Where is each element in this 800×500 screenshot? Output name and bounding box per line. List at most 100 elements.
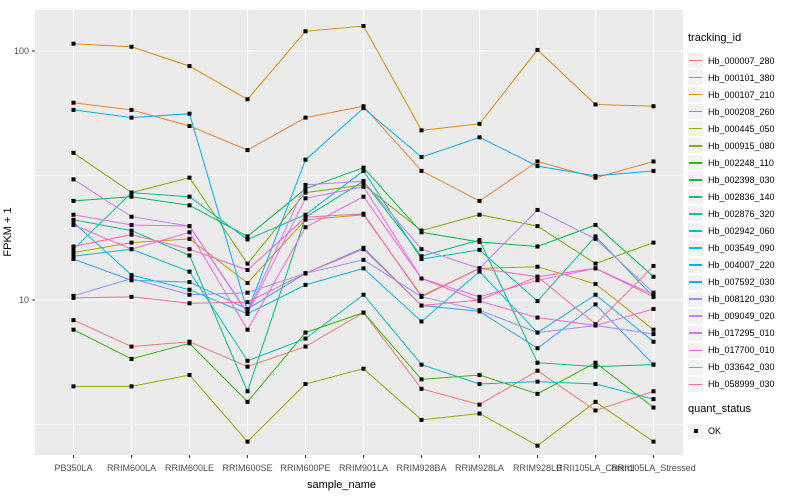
- data-point: [187, 111, 192, 116]
- legend-item-Hb_002248_110: Hb_002248_110: [688, 154, 800, 171]
- quant-status-item-OK: OK: [688, 423, 800, 440]
- data-point: [303, 29, 308, 34]
- data-point: [651, 292, 656, 297]
- data-point: [187, 236, 192, 241]
- data-point: [303, 196, 308, 201]
- legend-key-swatch: [688, 87, 703, 103]
- legend-item-Hb_008120_030: Hb_008120_030: [688, 291, 800, 308]
- data-point: [303, 212, 308, 217]
- x-tick-label: RRIM928LB: [513, 463, 562, 473]
- data-points: [71, 24, 656, 448]
- data-point: [245, 307, 250, 312]
- legend-item-Hb_009049_020: Hb_009049_020: [688, 308, 800, 325]
- data-point: [303, 190, 308, 195]
- data-point: [651, 240, 656, 245]
- data-point: [361, 266, 366, 271]
- data-point: [303, 182, 308, 187]
- data-point: [361, 257, 366, 262]
- data-point: [651, 104, 656, 109]
- legend-key-swatch: [688, 53, 703, 69]
- quant-status-legend-items: OK: [688, 423, 800, 440]
- data-point: [535, 224, 540, 229]
- data-point: [187, 247, 192, 252]
- data-point: [245, 267, 250, 272]
- quant-status-label: OK: [708, 426, 722, 437]
- data-point: [477, 121, 482, 126]
- data-point: [71, 220, 76, 225]
- x-tick-label: RRII105LA_Stressed: [611, 463, 696, 473]
- data-point: [71, 295, 76, 300]
- data-point: [593, 266, 598, 271]
- data-point: [361, 165, 366, 170]
- data-point: [477, 308, 482, 313]
- legend-panel: tracking_id Hb_000007_280 Hb_000101_380 Hb…: [688, 32, 800, 440]
- data-point: [651, 389, 656, 394]
- data-point: [651, 439, 656, 444]
- data-point: [71, 150, 76, 155]
- data-point: [187, 280, 192, 285]
- data-point: [71, 198, 76, 203]
- data-point: [419, 377, 424, 382]
- data-point: [593, 234, 598, 239]
- legend-key-swatch: [688, 172, 703, 188]
- legend-item-Hb_017295_010: Hb_017295_010: [688, 325, 800, 342]
- data-point: [245, 234, 250, 239]
- data-point: [419, 247, 424, 252]
- data-point: [129, 356, 134, 361]
- data-point: [361, 106, 366, 111]
- data-point: [71, 223, 76, 228]
- legend-key-swatch: [688, 138, 703, 154]
- data-point: [129, 247, 134, 252]
- data-point: [651, 294, 656, 299]
- data-point: [361, 366, 366, 371]
- data-point: [477, 381, 482, 386]
- data-point: [71, 244, 76, 249]
- data-point: [187, 230, 192, 235]
- data-point: [651, 327, 656, 332]
- legend-item-label: Hb_004007_220: [708, 260, 775, 271]
- data-point: [651, 397, 656, 402]
- data-point: [477, 247, 482, 252]
- data-point: [535, 274, 540, 279]
- legend-title-tracking-id: tracking_id: [688, 32, 742, 44]
- legend-item-Hb_000915_080: Hb_000915_080: [688, 137, 800, 154]
- data-point: [535, 207, 540, 212]
- data-point: [651, 290, 656, 295]
- legend-item-label: Hb_000915_080: [708, 140, 775, 151]
- x-axis-tick-labels: PB350LA RRIM600LA RRIM600LE RRIM600SE RRIM60…: [54, 463, 695, 473]
- x-axis-title: sample_name: [306, 479, 377, 491]
- legend-key-swatch: [688, 376, 703, 392]
- legend-item-Hb_000445_050: Hb_000445_050: [688, 120, 800, 137]
- data-point: [593, 281, 598, 286]
- legend-item-Hb_000007_280: Hb_000007_280: [688, 52, 800, 69]
- legend-item-Hb_002942_060: Hb_002942_060: [688, 222, 800, 239]
- data-point: [651, 263, 656, 268]
- data-point: [593, 292, 598, 297]
- data-point: [419, 155, 424, 160]
- legend-item-Hb_000208_260: Hb_000208_260: [688, 103, 800, 120]
- data-point: [419, 294, 424, 299]
- quant-status-key-swatch: [688, 423, 703, 439]
- data-point: [593, 173, 598, 178]
- data-point: [651, 274, 656, 279]
- data-point: [187, 269, 192, 274]
- x-tick-label: RRII105LA_Control: [556, 463, 634, 473]
- data-point: [71, 250, 76, 255]
- legend-item-label: Hb_000007_280: [708, 55, 775, 66]
- y-tick-label: 10: [19, 295, 29, 305]
- data-point: [245, 358, 250, 363]
- data-point: [187, 287, 192, 292]
- data-point: [303, 271, 308, 276]
- data-point: [419, 254, 424, 259]
- legend-item-Hb_004007_220: Hb_004007_220: [688, 257, 800, 274]
- data-point: [187, 203, 192, 208]
- data-point: [71, 212, 76, 217]
- data-point: [303, 157, 308, 162]
- data-point: [245, 261, 250, 266]
- data-point: [303, 330, 308, 335]
- data-point: [245, 97, 250, 102]
- data-point: [361, 184, 366, 189]
- legend-item-Hb_033642_030: Hb_033642_030: [688, 359, 800, 376]
